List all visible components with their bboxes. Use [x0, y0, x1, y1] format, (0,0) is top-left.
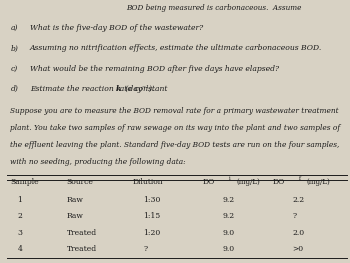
Text: the effluent leaving the plant. Standard five-day BOD tests are run on the four : the effluent leaving the plant. Standard…: [10, 141, 340, 149]
Text: b): b): [10, 44, 18, 52]
Text: a): a): [10, 24, 18, 32]
Text: Raw: Raw: [66, 196, 83, 204]
Text: Source: Source: [66, 178, 93, 185]
Text: 2.2: 2.2: [292, 196, 304, 204]
Text: >0: >0: [292, 245, 303, 253]
Text: ?: ?: [292, 212, 296, 220]
Text: 4: 4: [18, 245, 22, 253]
Text: What would be the remaining BOD after five days have elapsed?: What would be the remaining BOD after fi…: [30, 65, 279, 73]
Text: BOD being measured is carbonaceous.  Assume: BOD being measured is carbonaceous. Assu…: [126, 4, 301, 12]
Text: Estimate the reaction rate constant: Estimate the reaction rate constant: [30, 85, 170, 93]
Text: 1: 1: [18, 196, 22, 204]
Text: DO: DO: [203, 178, 215, 185]
Text: Suppose you are to measure the BOD removal rate for a primary wastewater treatme: Suppose you are to measure the BOD remov…: [10, 107, 339, 114]
Text: (day⁻¹).: (day⁻¹).: [123, 85, 154, 93]
Text: c): c): [10, 65, 18, 73]
Text: 2: 2: [18, 212, 22, 220]
Text: ?: ?: [144, 245, 148, 253]
Text: with no seeding, producing the following data:: with no seeding, producing the following…: [10, 158, 186, 166]
Text: Treated: Treated: [66, 245, 97, 253]
Text: 9.0: 9.0: [222, 229, 234, 236]
Text: 9.2: 9.2: [222, 196, 234, 204]
Text: f: f: [299, 176, 301, 181]
Text: 1:20: 1:20: [144, 229, 161, 236]
Text: (mg/L): (mg/L): [236, 178, 260, 185]
Text: Dilution: Dilution: [133, 178, 164, 185]
Text: Raw: Raw: [66, 212, 83, 220]
Text: Sample: Sample: [10, 178, 39, 185]
Text: 1:15: 1:15: [144, 212, 161, 220]
Text: 2.0: 2.0: [292, 229, 304, 236]
Text: k: k: [116, 85, 121, 93]
Text: 3: 3: [18, 229, 22, 236]
Text: What is the five-day BOD of the wastewater?: What is the five-day BOD of the wastewat…: [30, 24, 203, 32]
Text: 9.0: 9.0: [222, 245, 234, 253]
Text: Assuming no nitrification effects, estimate the ultimate carbonaceous BOD.: Assuming no nitrification effects, estim…: [30, 44, 322, 52]
Text: plant. You take two samples of raw sewage on its way into the plant and two samp: plant. You take two samples of raw sewag…: [10, 124, 341, 132]
Text: DO: DO: [273, 178, 285, 185]
Text: 1:30: 1:30: [144, 196, 161, 204]
Text: Treated: Treated: [66, 229, 97, 236]
Text: d): d): [10, 85, 18, 93]
Text: 9.2: 9.2: [222, 212, 234, 220]
Text: (mg/L): (mg/L): [306, 178, 330, 185]
Text: i: i: [229, 176, 231, 181]
